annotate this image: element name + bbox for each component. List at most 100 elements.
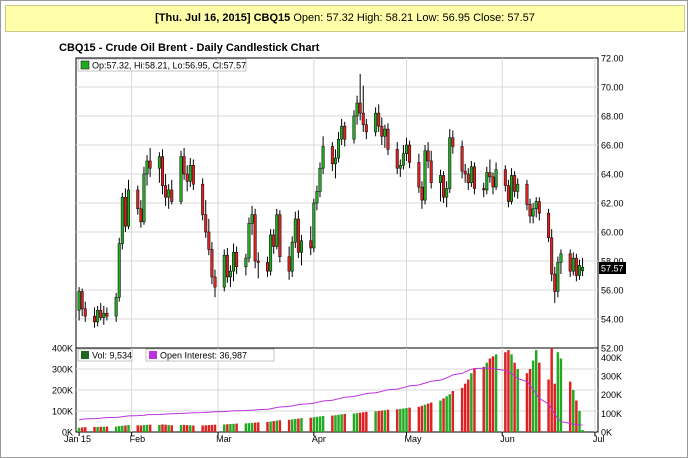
volume-bar [550,348,553,432]
volume-bar [547,379,550,432]
volume-bar [516,369,519,432]
volume-bar [473,369,476,432]
candle-down [201,183,205,215]
volume-bar [374,411,377,432]
candle-down [160,156,164,186]
volume-bar [528,369,532,432]
volume-tick-label: 100K [52,407,73,417]
volume-bar [531,360,535,432]
candle-up [383,128,387,137]
candle-down [93,315,97,323]
candle-down [309,240,313,249]
oi-legend-text: Open Interest: 36,987 [160,351,247,361]
candle-up [77,291,81,311]
candle-down [204,214,208,233]
volume-bar [297,418,300,432]
candle-up [120,196,124,244]
volume-tick-label: 200K [52,386,73,396]
candle-up [340,125,344,140]
candle-down [460,146,464,172]
volume-bar [575,400,578,432]
volume-bar [439,400,442,432]
candle-up [228,270,232,278]
candle-up [423,150,427,201]
volume-bar [559,358,563,432]
volume-bar [553,383,556,432]
candle-down [296,218,300,253]
volume-bar [139,425,143,432]
volume-bar [383,410,387,432]
chart-title: CBQ15 - Crude Oil Brent - Daily Candlest… [59,42,320,54]
candle-up [269,234,273,272]
volume-bar [578,411,581,432]
volume-legend-swatch [81,351,89,359]
candle-up [333,157,337,165]
candle-down [358,102,362,114]
candle-down [442,175,446,198]
candle-down [83,308,87,317]
candle-down [123,196,127,227]
volume-bar [179,425,183,432]
price-tick-label: 62.00 [601,199,624,209]
candle-down [466,173,470,183]
candle-up [577,265,581,276]
candle-down [537,201,541,214]
volume-bar [84,427,87,432]
candle-down [550,237,554,275]
x-tick-label: Jan 15 [64,434,91,444]
volume-bar [269,421,272,432]
volume-bar [362,412,365,432]
candle-up [374,112,378,133]
candle-up [318,167,322,192]
x-tick-label: Apr [312,434,326,444]
volume-bar [318,416,322,432]
candle-down [343,125,347,140]
volume-bar [287,419,291,432]
candle-down [148,160,152,169]
volume-bar [423,404,427,432]
volume-bar [426,403,430,432]
volume-bar [189,425,192,432]
volume-bar [164,424,167,432]
candle-down [386,128,390,150]
candle-up [250,214,254,224]
candle-down [482,188,486,191]
candle-up [510,175,514,202]
candle-down [429,160,433,183]
price-tick-label: 56.00 [601,286,624,296]
volume-bar [161,424,164,432]
candle-up [355,102,359,117]
candle-up [469,166,473,183]
volume-bar [482,366,485,432]
volume-bar [182,424,186,432]
candle-up [114,297,118,317]
candle-down [463,170,467,175]
candle-up [398,165,402,169]
candle-down [506,185,510,202]
candle-down [139,208,143,223]
candle-down [182,156,186,175]
volume-bar [278,420,282,432]
volume-bar [581,429,584,432]
candle-down [105,312,109,317]
candle-down [528,204,532,217]
candle-up [244,257,248,268]
oi-tick-label: 0K [601,428,612,438]
volume-bar [513,362,516,432]
volume-bar [114,426,118,432]
volume-bar [148,424,152,432]
volume-legend-text: Vol: 9,534 [92,351,132,361]
oi-tick-label: 400K [601,353,622,363]
candle-down [420,186,424,201]
price-tick-label: 66.00 [601,141,624,151]
oi-legend-swatch [149,351,157,359]
price-grid [76,58,598,348]
candle-down [491,176,495,188]
candle-up [401,153,405,166]
candle-up [145,160,149,175]
volume-bar [247,423,251,432]
candle-up [167,189,171,198]
volume-bar [402,408,405,432]
volume-bar [534,350,538,432]
price-legend-swatch [80,60,90,70]
